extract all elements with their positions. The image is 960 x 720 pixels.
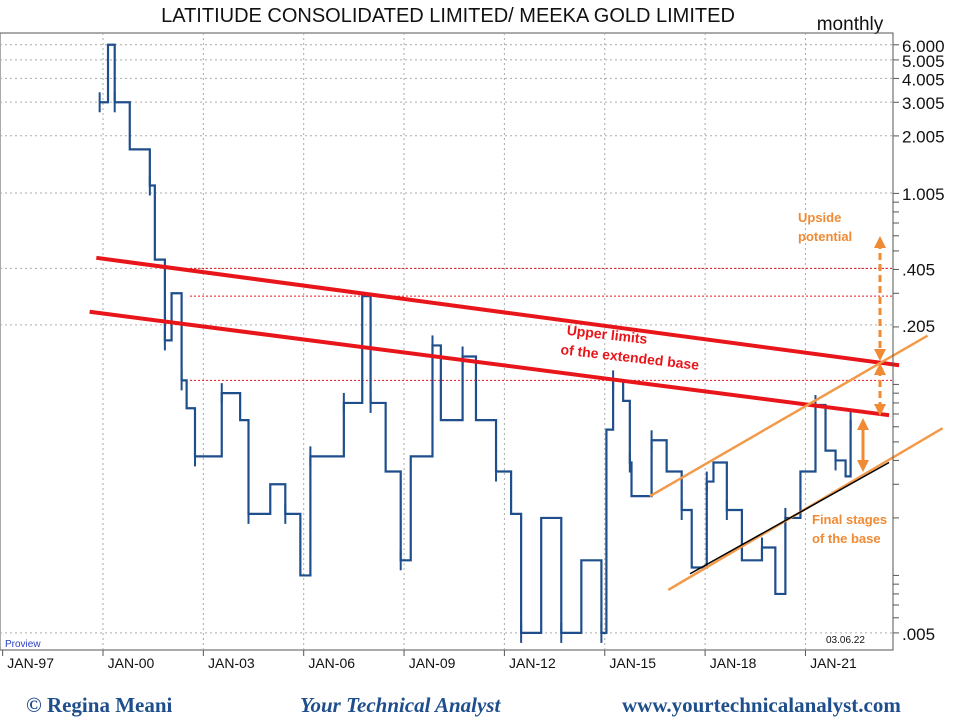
- x-tick-label: JAN-21: [810, 655, 857, 671]
- y-tick-label: .205: [902, 317, 935, 336]
- footer-copyright: © Regina Meani: [26, 693, 173, 717]
- trendline-lower-red: [89, 309, 890, 418]
- upside-line1: Upside: [798, 210, 841, 225]
- chart-title: LATITIUDE CONSOLIDATED LIMITED/ MEEKA GO…: [161, 5, 735, 27]
- upside-line2: potential: [798, 229, 852, 244]
- trendline-upper-red: [96, 255, 900, 368]
- x-axis: JAN-97 JAN-00 JAN-03 JAN-06 JAN-09 JAN-12 JAN-…: [2, 650, 857, 671]
- final-stages-line2: of the base: [812, 531, 881, 546]
- y-tick-label: 3.005: [902, 94, 945, 113]
- trendline-black-support: [689, 461, 890, 575]
- reference-levels: [190, 267, 893, 381]
- x-tick-label: JAN-03: [208, 655, 255, 671]
- price-series: [98, 43, 852, 643]
- x-tick-label: JAN-97: [7, 655, 54, 671]
- trendline-orange-upper: [649, 334, 929, 498]
- y-tick-label: 2.005: [902, 128, 945, 147]
- date-stamp: 03.06.22: [826, 635, 865, 646]
- y-tick-label: 1.005: [902, 185, 945, 204]
- x-tick-label: JAN-12: [509, 655, 556, 671]
- x-tick-label: JAN-06: [308, 655, 355, 671]
- y-tick-label: .005: [902, 625, 935, 644]
- y-tick-label: 5.005: [902, 52, 945, 71]
- x-tick-label: JAN-00: [108, 655, 155, 671]
- final-stages-line1: Final stages: [812, 512, 887, 527]
- period-label: monthly: [817, 14, 884, 35]
- x-tick-label: JAN-09: [409, 655, 456, 671]
- footer-tagline: Your Technical Analyst: [300, 693, 501, 717]
- x-tick-label: JAN-15: [609, 655, 656, 671]
- y-tick-label: .405: [902, 260, 935, 279]
- price-line: [99, 43, 852, 635]
- x-tick-label: JAN-18: [710, 655, 757, 671]
- y-tick-label: 6.000: [902, 37, 945, 56]
- y-tick-label: 4.005: [902, 70, 945, 89]
- footer-website[interactable]: www.yourtechnicalanalyst.com: [622, 693, 901, 717]
- trendlines: [89, 255, 944, 591]
- proview-label: Proview: [5, 639, 41, 650]
